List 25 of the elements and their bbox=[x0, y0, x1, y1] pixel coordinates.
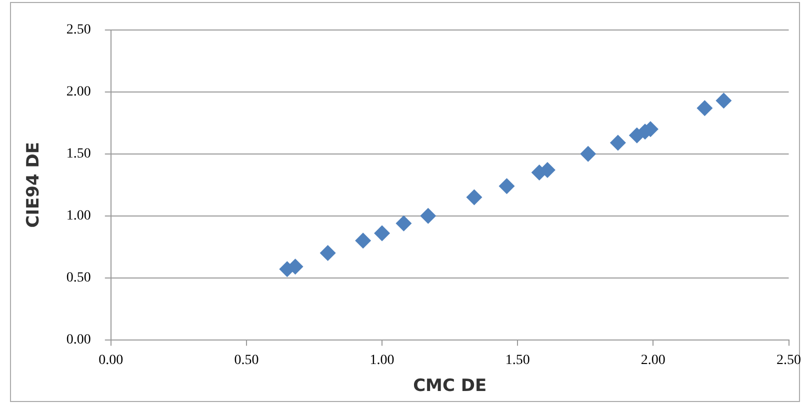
y-tick-label: 1.50 bbox=[66, 146, 91, 162]
point bbox=[320, 245, 336, 262]
y-tick-label: 0.00 bbox=[66, 332, 91, 348]
point bbox=[716, 92, 732, 109]
x-tick-label: 0.00 bbox=[98, 352, 124, 368]
point bbox=[396, 215, 412, 232]
point bbox=[374, 225, 390, 242]
x-tick-label: 0.50 bbox=[234, 352, 259, 368]
x-tick-label: 2.00 bbox=[640, 352, 666, 368]
y-tick-label: 1.00 bbox=[66, 208, 91, 224]
point bbox=[466, 189, 482, 206]
x-tick-label: 1.00 bbox=[370, 352, 394, 368]
point bbox=[580, 146, 596, 162]
point bbox=[610, 134, 626, 151]
x-tick-label: 2.50 bbox=[776, 352, 801, 368]
point bbox=[420, 208, 436, 224]
point bbox=[498, 178, 515, 194]
x-tick-label: 1.50 bbox=[505, 352, 530, 368]
point bbox=[696, 100, 713, 116]
x-axis-title: CMC DE bbox=[413, 376, 487, 396]
point bbox=[355, 232, 372, 249]
y-tick-label: 2.00 bbox=[66, 84, 91, 100]
y-tick-label: 2.50 bbox=[66, 22, 91, 38]
y-axis-title: CIE94 DE bbox=[24, 142, 44, 228]
y-tick-label: 0.50 bbox=[66, 270, 91, 286]
